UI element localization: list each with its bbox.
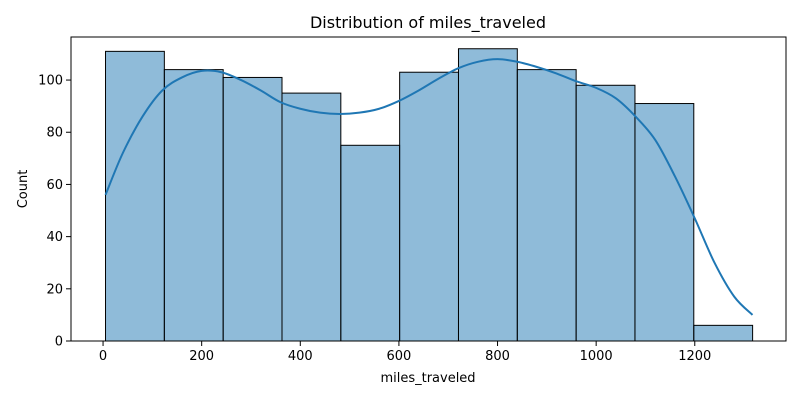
- x-tick-label: 0: [99, 349, 107, 364]
- histogram-bar: [340, 144, 401, 342]
- plot-area-frame: [70, 36, 787, 342]
- histogram-bar: [693, 324, 754, 342]
- y-axis: 0 20 40 60 80 100: [38, 74, 71, 350]
- histogram-bar: [105, 50, 165, 342]
- y-tick-label: 100: [38, 74, 63, 89]
- histogram-bar: [163, 69, 224, 342]
- histogram-bar: [634, 103, 695, 342]
- histogram-bar: [222, 76, 283, 342]
- x-tick-label: 800: [485, 349, 510, 364]
- y-axis-label: Count: [16, 170, 31, 209]
- y-tick-label: 0: [55, 335, 63, 350]
- chart-title: Distribution of miles_traveled: [310, 13, 546, 33]
- x-axis-label: miles_traveled: [380, 371, 475, 386]
- x-tick-label: 200: [189, 349, 214, 364]
- histogram-bar: [399, 71, 459, 342]
- histogram-bar: [516, 69, 577, 342]
- y-tick-label: 80: [46, 126, 63, 141]
- y-tick-label: 60: [46, 178, 63, 193]
- histogram-bar: [281, 92, 342, 342]
- x-axis: 0 200 400 600 800 1000 1200: [99, 341, 711, 364]
- x-tick-label: 1200: [678, 349, 711, 364]
- histogram-bar: [575, 84, 636, 342]
- x-tick-label: 400: [288, 349, 313, 364]
- histogram-bar: [457, 48, 518, 342]
- kde-line: [104, 58, 754, 316]
- x-tick-label: 1000: [580, 349, 613, 364]
- y-tick-label: 40: [46, 230, 63, 245]
- x-tick-label: 600: [386, 349, 411, 364]
- histogram-bars: [105, 48, 754, 342]
- y-tick-label: 20: [46, 282, 63, 297]
